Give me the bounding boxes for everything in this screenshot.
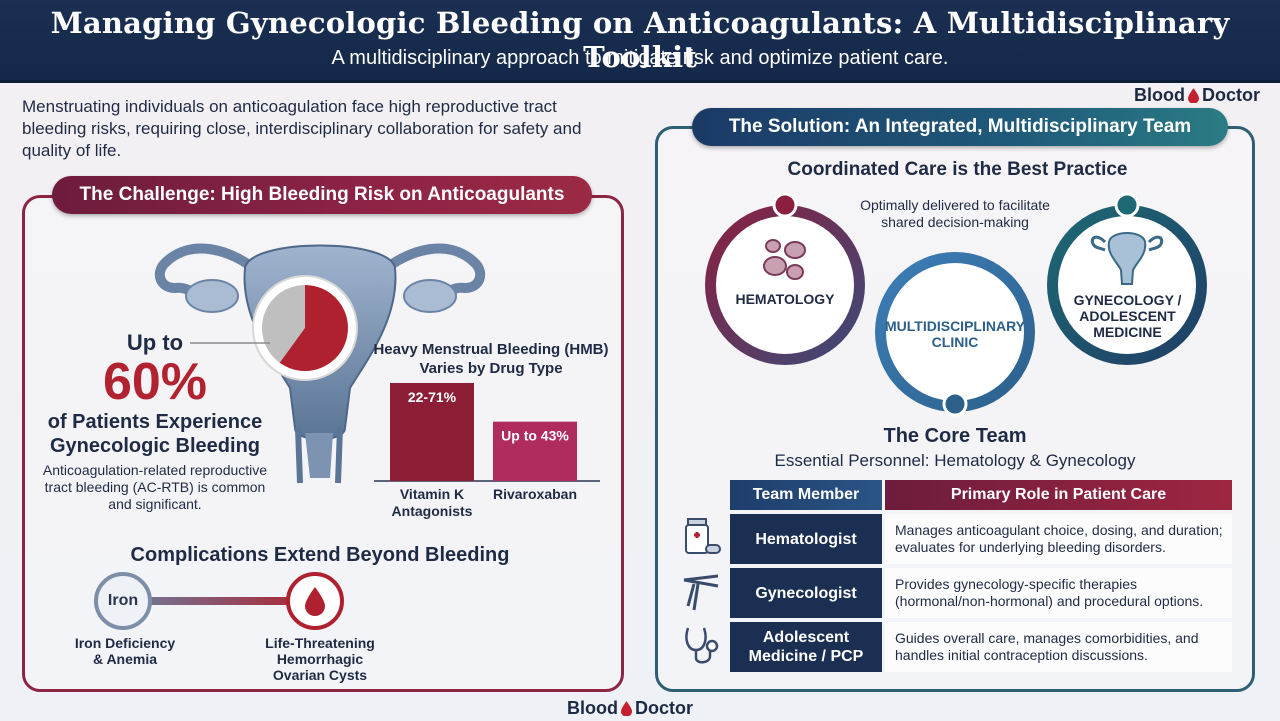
hematology-label: HEMATOLOGY [735,291,835,307]
gynecology-label: GYNECOLOGY / ADOLESCENT MEDICINE [1073,292,1182,340]
bar-1 [493,421,577,481]
blood-cells-icon [763,239,806,280]
iron-icon-text: Iron [107,592,139,609]
brand-logo-top: Blood Doctor [1134,85,1260,106]
header-banner [0,0,1280,83]
bar-data-label-1: Up to 43% [501,428,569,444]
stat-connector-line [190,342,270,344]
member-adolescent-medicine: Adolescent Medicine / PCP [730,622,882,672]
solution-heading: The Solution: An Integrated, Multidiscip… [692,108,1228,146]
blood-drop-icon [305,587,325,616]
gynecology-circle [1047,192,1207,365]
complications-title: Complications Extend Beyond Bleeding [130,544,510,566]
brand-logo-bottom: Blood Doctor [567,698,693,719]
multidisciplinary-clinic-label: MULTIDISCIPLINARY CLINIC [885,318,1025,350]
coordinated-care-title: Coordinated Care is the Best Practice [787,159,1128,180]
brand-name-part2: Doctor [1202,85,1260,105]
member-hematologist: Hematologist [730,514,882,564]
stat-value: 60% [102,353,208,411]
uterus-illustration [154,243,486,484]
hematology-circle [705,192,865,365]
category-label-0: Antagonists [392,503,473,519]
stethoscope-icon [685,627,719,664]
stat-label: of Patients Experience Gynecologic Bleed… [47,411,263,457]
blood-drop-icon [621,701,632,716]
chart-title: Heavy Menstrual Bleeding (HMB) Varies by… [373,341,609,377]
bar-data-label-0: 22-71% [408,389,457,405]
member-gynecologist: Gynecologist [730,568,882,618]
role-adolescent-medicine: Guides overall care, manages comorbiditi… [885,622,1232,672]
brand-name-part1: Blood [567,698,618,718]
complication-cyst-label: Life-Threatening Hemorrhagic Ovarian Cys… [265,635,375,683]
multidisciplinary-clinic-circle [875,252,1035,417]
page-title: Managing Gynecologic Bleeding on Anticoa… [50,6,1230,74]
core-team-subtitle: Essential Personnel: Hematology & Gyneco… [774,451,1136,470]
team-circles-diagram [705,192,1207,417]
stat-up-to: Up to [126,330,184,355]
category-label-1: Rivaroxaban [493,486,577,502]
stat-description: Anticoagulation-related reproductive tra… [42,462,268,512]
bar-0 [390,383,474,481]
brand-name-part1: Blood [1134,85,1185,105]
core-team-title: The Core Team [883,425,1027,447]
medicine-bottle-icon [685,518,721,554]
role-gynecologist: Provides gynecology-specific therapies (… [885,568,1232,618]
complications-graphic [94,572,344,630]
blood-drop-icon [1188,88,1199,103]
header-primary-role: Primary Role in Patient Care [885,480,1232,510]
brand-name-part2: Doctor [635,698,693,718]
coordinated-care-subtitle: Optimally delivered to facilitate shared… [860,197,1050,230]
challenge-heading: The Challenge: High Bleeding Risk on Ant… [52,176,592,214]
header-team-member: Team Member [730,480,882,510]
speculum-icon [683,574,719,611]
role-hematologist: Manages anticoagulant choice, dosing, an… [885,514,1232,564]
category-label-0: Vitamin K [400,486,464,502]
intro-text: Menstruating individuals on anticoagulat… [22,97,582,160]
page-subtitle: A multidisciplinary approach to mitigate… [331,47,949,69]
complication-iron-label: Iron Deficiency & Anemia [74,635,176,667]
uterus-icon [1090,232,1164,285]
